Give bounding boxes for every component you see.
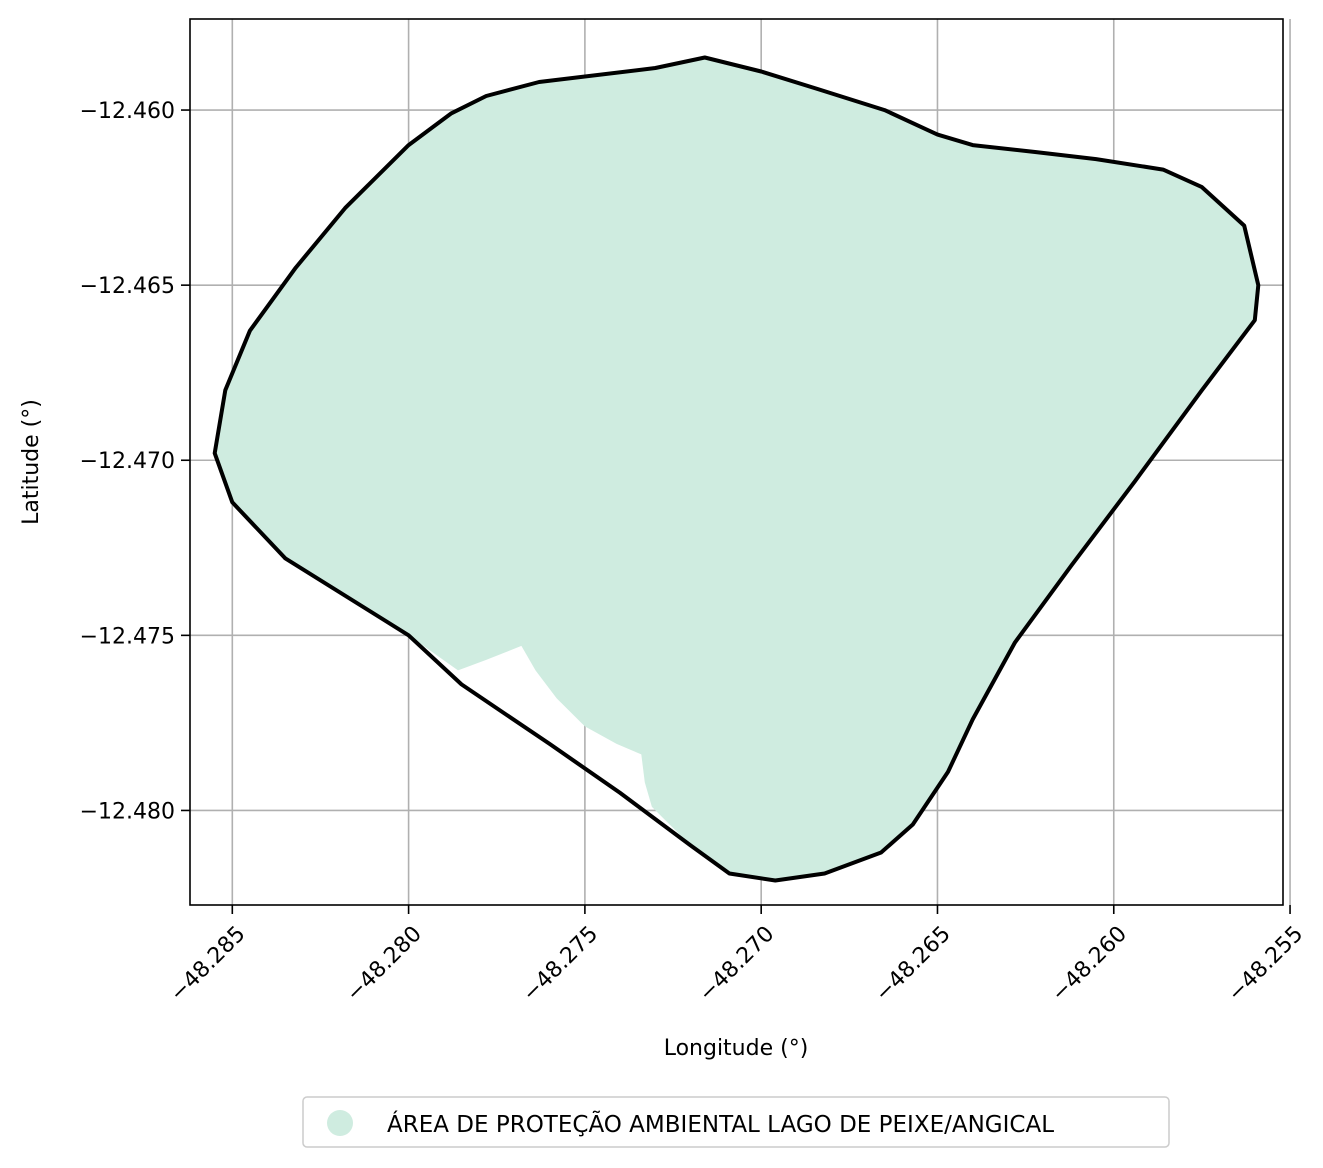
- x-axis-title: Longitude (°): [664, 1036, 809, 1061]
- y-axis: −12.460 −12.465 −12.470 −12.475 −12.480: [80, 99, 190, 824]
- y-axis-title: Latitude (°): [19, 399, 44, 525]
- protected-area-fill: [214, 57, 1259, 881]
- legend-marker: [327, 1110, 353, 1136]
- y-tick-label: −12.475: [80, 624, 175, 649]
- polygon-layer: [212, 55, 1261, 883]
- y-tick-label: −12.480: [80, 799, 175, 824]
- y-tick-label: −12.470: [80, 449, 175, 474]
- plot-area: [189, 18, 1291, 906]
- axes-frame: [189, 18, 1284, 906]
- protected-area-boundary: [212, 55, 1261, 883]
- legend-box: [302, 1096, 1170, 1148]
- legend-label: ÁREA DE PROTEÇÃO AMBIENTAL LAGO DE PEIXE…: [387, 1110, 1054, 1138]
- y-tick-label: −12.460: [80, 99, 175, 124]
- y-tick-label: −12.465: [80, 274, 175, 299]
- legend: ÁREA DE PROTEÇÃO AMBIENTAL LAGO DE PEIXE…: [302, 1096, 1170, 1148]
